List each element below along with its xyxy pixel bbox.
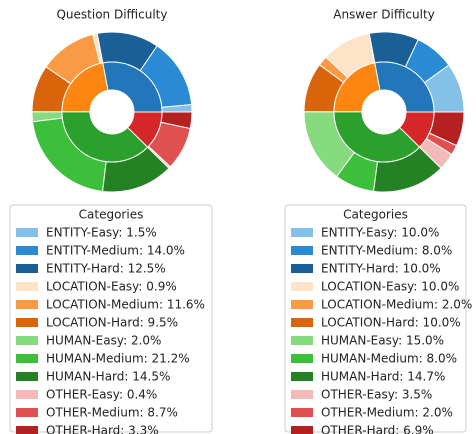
legend-swatch <box>291 426 313 434</box>
chart-title: Question Difficulty <box>56 8 167 22</box>
legend-swatch <box>291 390 313 399</box>
legend-swatch <box>291 246 313 255</box>
legend-label: OTHER-Easy: 0.4% <box>46 388 157 402</box>
legend-swatch <box>291 372 313 381</box>
legend-swatch <box>291 282 313 291</box>
legend-swatch <box>16 228 38 237</box>
legend-box <box>284 204 467 433</box>
legend-swatch <box>16 318 38 327</box>
inner-wedge <box>398 111 435 148</box>
legend-label: HUMAN-Hard: 14.7% <box>321 370 445 384</box>
legend-label: OTHER-Medium: 2.0% <box>321 406 453 420</box>
legend-label: HUMAN-Hard: 14.5% <box>46 370 170 384</box>
inner-wedge <box>126 111 163 148</box>
legend-label: ENTITY-Easy: 10.0% <box>321 226 439 240</box>
inner-wedge <box>333 111 421 163</box>
legend-swatch <box>291 318 313 327</box>
inner-wedge <box>61 111 149 163</box>
legend-swatch <box>16 246 38 255</box>
legend-swatch <box>291 408 313 417</box>
legend-label: OTHER-Easy: 3.5% <box>321 388 432 402</box>
legend-swatch <box>291 300 313 309</box>
legend-label: OTHER-Hard: 6.9% <box>321 424 434 434</box>
chart-title: Answer Difficulty <box>333 8 435 22</box>
legend-swatch <box>291 264 313 273</box>
legend-label: LOCATION-Hard: 9.5% <box>46 316 178 330</box>
legend-label: ENTITY-Medium: 8.0% <box>321 244 452 258</box>
legend-title: Categories <box>79 208 144 222</box>
legend-label: HUMAN-Medium: 21.2% <box>46 352 190 366</box>
inner-wedge <box>102 61 163 113</box>
legend-label: OTHER-Medium: 8.7% <box>46 406 178 420</box>
legend-label: LOCATION-Medium: 2.0% <box>321 298 472 312</box>
legend-swatch <box>16 264 38 273</box>
legend-label: HUMAN-Easy: 2.0% <box>46 334 161 348</box>
legend-box <box>9 204 213 433</box>
legend-swatch <box>16 408 38 417</box>
legend-label: HUMAN-Medium: 8.0% <box>321 352 457 366</box>
legend-label: HUMAN-Easy: 15.0% <box>321 334 444 348</box>
legend-swatch <box>291 354 313 363</box>
legend-label: LOCATION-Easy: 10.0% <box>321 280 459 294</box>
legend-label: LOCATION-Medium: 11.6% <box>46 298 205 312</box>
legend-swatch <box>291 336 313 345</box>
legend-label: ENTITY-Easy: 1.5% <box>46 226 157 240</box>
legend-swatch <box>16 372 38 381</box>
legend-title: Categories <box>343 208 408 222</box>
legend-swatch <box>16 336 38 345</box>
legend-label: ENTITY-Hard: 10.0% <box>321 262 441 276</box>
legend-label: LOCATION-Easy: 0.9% <box>46 280 177 294</box>
legend-label: ENTITY-Hard: 12.5% <box>46 262 166 276</box>
legend-label: ENTITY-Medium: 14.0% <box>46 244 185 258</box>
legend-swatch <box>291 228 313 237</box>
legend-label: LOCATION-Hard: 10.0% <box>321 316 461 330</box>
inner-wedge <box>374 61 435 113</box>
legend-swatch <box>16 354 38 363</box>
legend-swatch <box>16 282 38 291</box>
legend-label: OTHER-Hard: 3.3% <box>46 424 159 434</box>
legend-swatch <box>16 390 38 399</box>
legend-swatch <box>16 426 38 434</box>
legend-swatch <box>16 300 38 309</box>
